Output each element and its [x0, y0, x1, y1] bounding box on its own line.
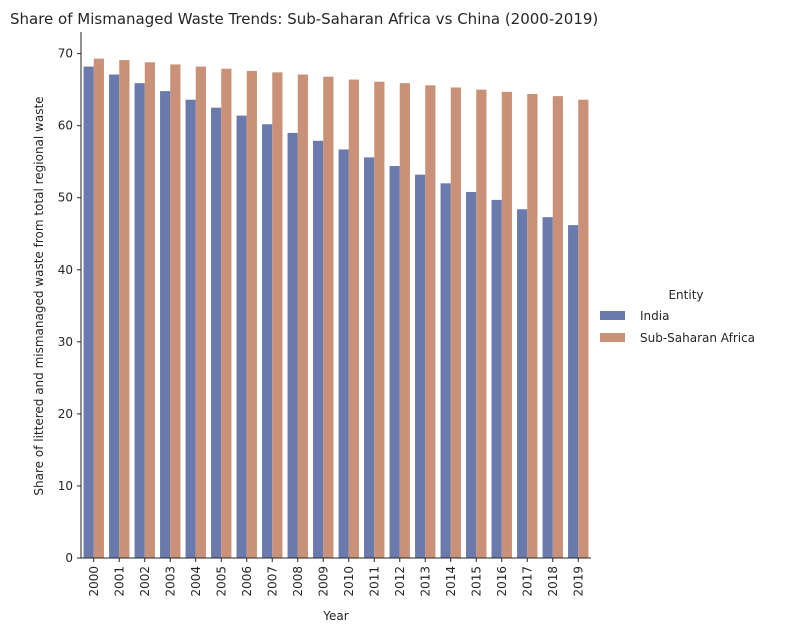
legend-title: Entity [668, 288, 703, 302]
bar-india-2019 [568, 225, 579, 558]
y-tick-label: 40 [58, 263, 73, 277]
bar-india-2002 [134, 83, 145, 558]
chart-title: Share of Mismanaged Waste Trends: Sub-Sa… [10, 10, 598, 28]
bar-sub-saharan-africa-2010 [348, 79, 359, 559]
bar-sub-saharan-africa-2011 [374, 81, 385, 559]
bar-sub-saharan-africa-2005 [221, 68, 232, 558]
legend-swatch-india [600, 311, 625, 320]
bar-india-2003 [160, 91, 171, 558]
x-tick-label: 2003 [163, 566, 177, 597]
bar-sub-saharan-africa-2001 [119, 60, 130, 558]
x-tick-label: 2001 [112, 566, 126, 597]
bar-india-2016 [491, 199, 502, 558]
legend: Entity India Sub-Saharan Africa [600, 288, 755, 345]
bar-india-2014 [440, 183, 451, 558]
y-axis-title: Share of littered and mismanaged waste f… [32, 96, 46, 495]
y-tick-label: 10 [58, 479, 73, 493]
bar-india-2001 [109, 74, 120, 558]
y-tick-label: 30 [58, 335, 73, 349]
y-tick-label: 0 [65, 551, 73, 565]
x-tick-label: 2004 [189, 566, 203, 597]
x-tick-label: 2016 [495, 566, 509, 597]
bar-india-2007 [262, 124, 273, 559]
bar-sub-saharan-africa-2019 [578, 99, 589, 558]
y-tick-label: 50 [58, 191, 73, 205]
bar-india-2012 [389, 166, 400, 558]
legend-label-india: India [640, 309, 669, 323]
y-tick-label: 20 [58, 407, 73, 421]
bar-sub-saharan-africa-2009 [323, 76, 334, 558]
bar-sub-saharan-africa-2008 [297, 74, 308, 558]
bar-sub-saharan-africa-2018 [552, 96, 563, 558]
bar-india-2013 [415, 174, 426, 558]
x-tick-label: 2018 [546, 566, 560, 597]
axes-layer: 0 10 20 30 40 50 60 70 2000 2001 2002 2003 2004 2005 2… [58, 32, 591, 597]
x-tick-label: 2014 [444, 566, 458, 597]
bar-india-2006 [236, 115, 247, 559]
bar-sub-saharan-africa-2007 [272, 72, 283, 559]
y-tick-label: 60 [58, 119, 73, 133]
x-tick-label: 2002 [138, 566, 152, 597]
x-tick-label: 2000 [87, 566, 101, 597]
bar-sub-saharan-africa-2006 [246, 70, 257, 558]
bar-sub-saharan-africa-2000 [93, 58, 104, 558]
x-tick-label: 2008 [291, 566, 305, 597]
bar-india-2011 [364, 157, 375, 558]
bar-sub-saharan-africa-2004 [195, 66, 206, 558]
bar-sub-saharan-africa-2012 [399, 83, 410, 558]
bar-india-2009 [313, 140, 324, 558]
legend-swatch-sub-saharan-africa [600, 333, 625, 342]
bar-india-2004 [185, 99, 196, 558]
bar-india-2005 [211, 107, 222, 558]
x-tick-label: 2011 [367, 566, 381, 597]
bar-sub-saharan-africa-2003 [170, 64, 181, 559]
x-tick-label: 2019 [571, 566, 585, 597]
x-axis-title: Year [322, 609, 348, 623]
x-tick-label: 2013 [418, 566, 432, 597]
bar-india-2018 [542, 217, 553, 558]
x-tick-label: 2009 [316, 566, 330, 597]
x-tick-label: 2006 [240, 566, 254, 597]
bar-sub-saharan-africa-2014 [450, 87, 461, 559]
bar-sub-saharan-africa-2017 [527, 93, 538, 558]
bar-sub-saharan-africa-2002 [144, 62, 155, 559]
bar-india-2017 [517, 209, 528, 558]
bars-layer [83, 58, 589, 559]
bar-india-2000 [83, 66, 94, 558]
x-tick-label: 2017 [520, 566, 534, 597]
bar-sub-saharan-africa-2016 [501, 91, 512, 558]
x-tick-label: 2010 [342, 566, 356, 597]
x-tick-label: 2012 [393, 566, 407, 597]
bar-sub-saharan-africa-2013 [425, 85, 436, 558]
bar-india-2010 [338, 149, 349, 558]
bar-india-2008 [287, 132, 298, 558]
x-tick-label: 2005 [214, 566, 228, 597]
x-tick-label: 2007 [265, 566, 279, 597]
y-tick-label: 70 [58, 47, 73, 61]
bar-india-2015 [466, 191, 477, 558]
legend-label-sub-saharan-africa: Sub-Saharan Africa [640, 331, 755, 345]
bar-sub-saharan-africa-2015 [476, 89, 487, 559]
x-tick-label: 2015 [469, 566, 483, 597]
